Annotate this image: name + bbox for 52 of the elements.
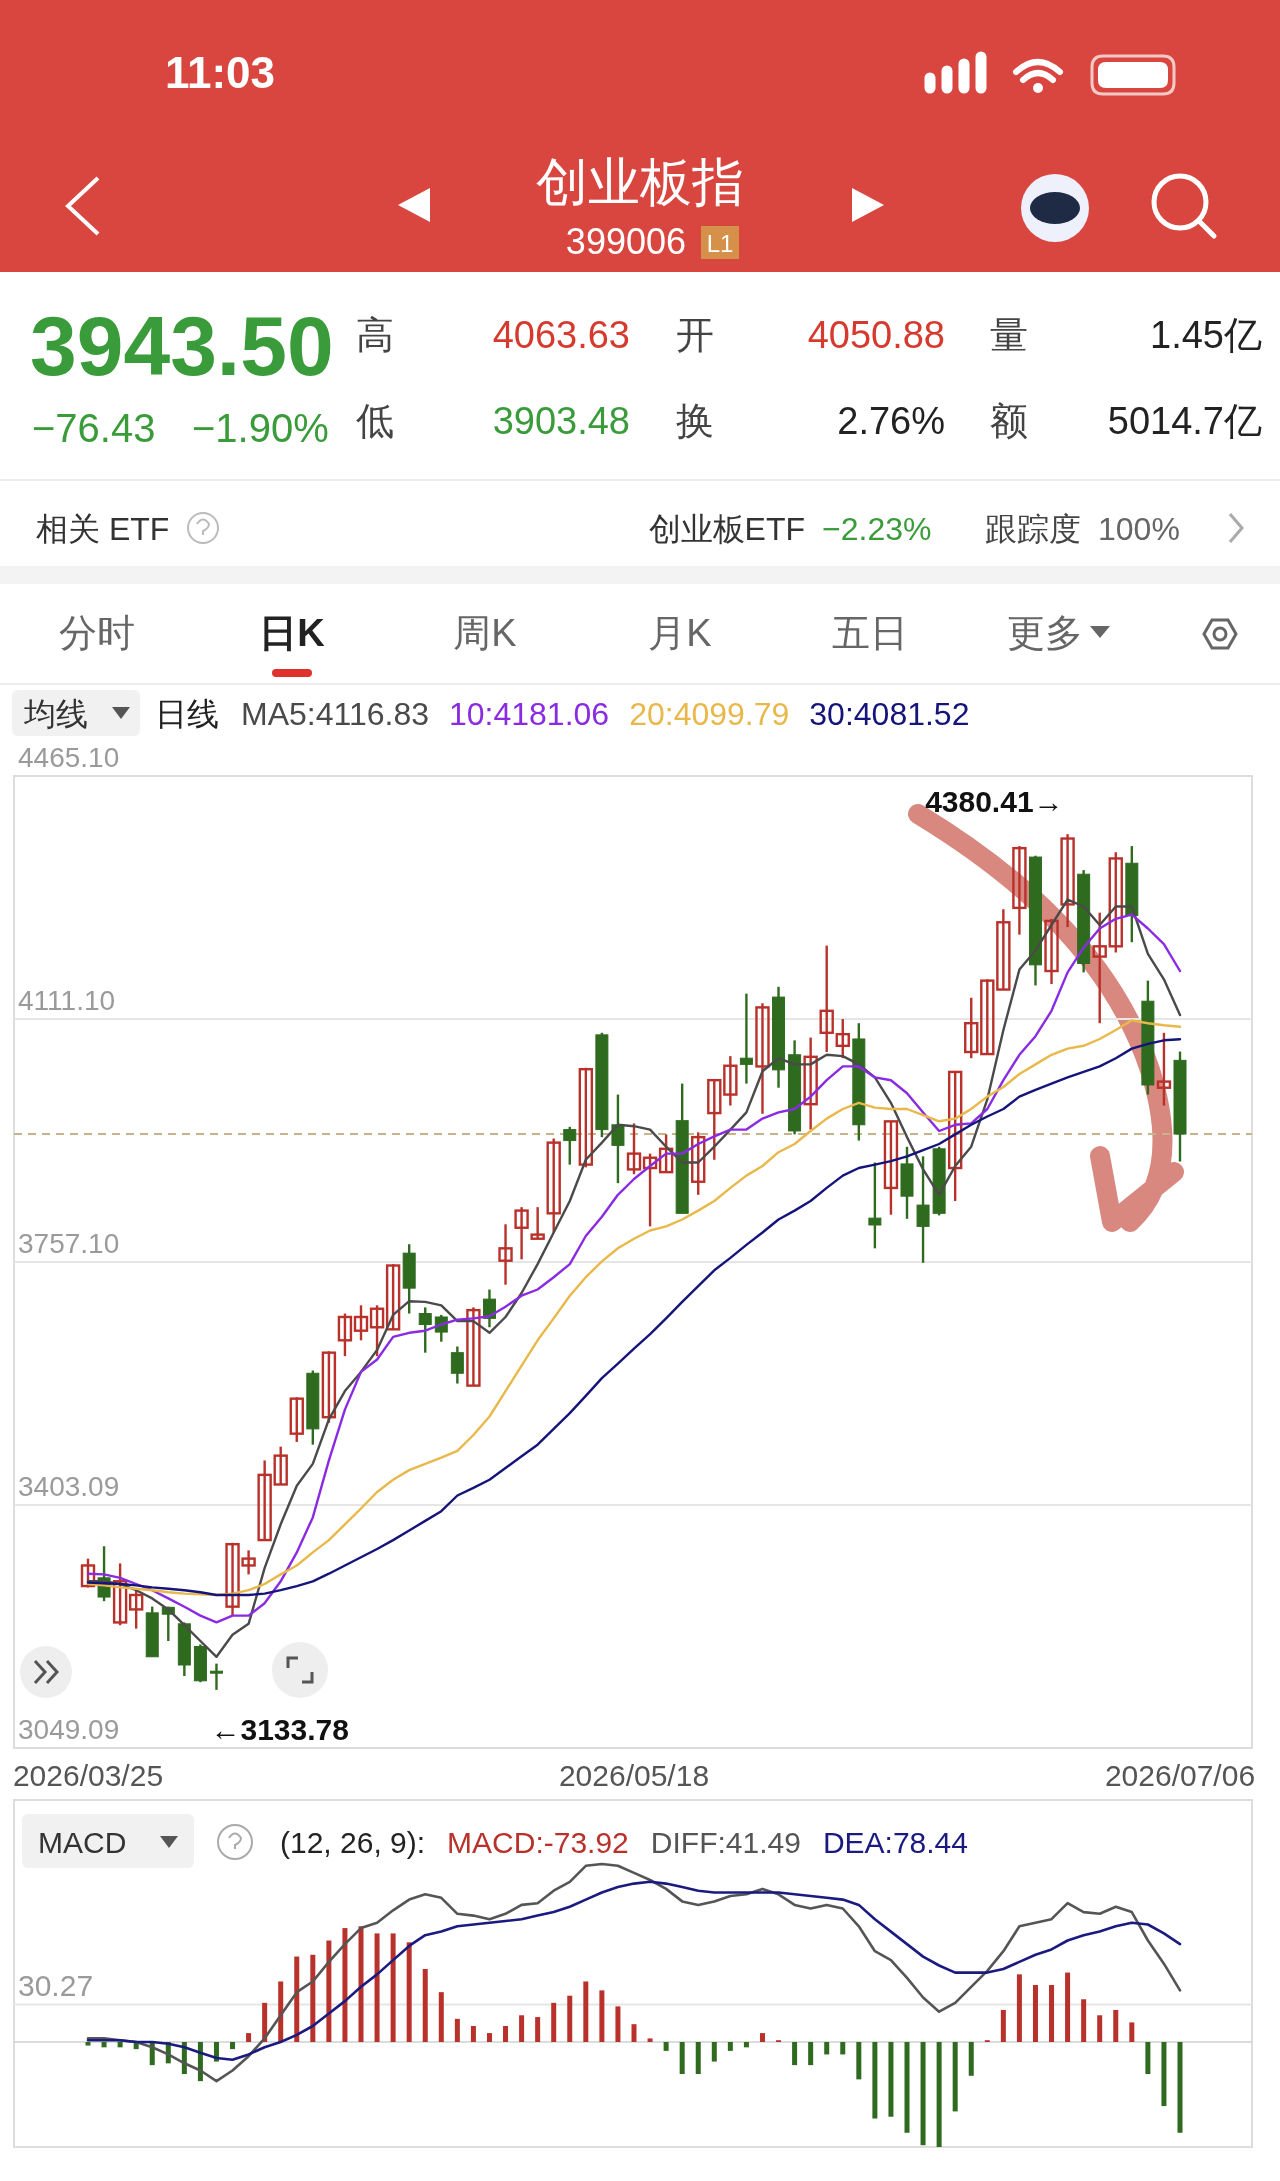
text: 5014.7亿 <box>1107 400 1262 442</box>
text: 20:4099.79 <box>629 696 790 732</box>
text: −1.90% <box>192 406 329 450</box>
legend-title: 日线 <box>155 696 219 732</box>
text: 100% <box>1098 511 1180 547</box>
text: 30:4081.52 <box>809 696 970 732</box>
text: 分时 <box>59 612 135 654</box>
x-tick-label: 2026/05/18 <box>558 1759 710 1792</box>
text: 创业板ETF <box>648 511 805 547</box>
text: 日K <box>259 612 326 654</box>
text: 4050.88 <box>807 314 945 356</box>
text: 创业板指 <box>536 153 744 211</box>
text: 低 <box>356 400 394 442</box>
text: 额 <box>990 400 1028 442</box>
text: 相关 ETF <box>36 511 170 547</box>
text: 换 <box>676 400 714 442</box>
text: −2.23% <box>822 511 932 547</box>
y-tick-label: 3049.09 <box>18 1714 120 1745</box>
y-tick-label: 3403.09 <box>18 1471 120 1502</box>
text: MA5:4116.83 <box>241 696 429 732</box>
series-label: DEA:78.44 <box>822 1826 968 1859</box>
text: 量 <box>990 314 1028 356</box>
text: L1 <box>706 230 734 257</box>
text: 月K <box>648 612 712 654</box>
text: 跟踪度 <box>985 511 1081 547</box>
text: 开 <box>676 314 714 356</box>
text: 3943.50 <box>30 299 334 393</box>
text: 399006 <box>565 221 686 262</box>
text: 3903.48 <box>492 400 630 442</box>
text: MACD:-73.92 <box>447 1826 629 1859</box>
annotation: 4380.41→ <box>925 785 1064 819</box>
text: 10:4181.06 <box>448 696 610 732</box>
text: −76.43 <box>32 406 156 450</box>
text: 1.45亿 <box>1150 314 1262 356</box>
text: 更多 <box>1007 612 1083 654</box>
y-tick-label: 3757.10 <box>18 1228 120 1259</box>
annotation: 30.27 <box>18 1968 94 2002</box>
text: 4063.63 <box>492 314 630 356</box>
text: 五日 <box>832 612 908 654</box>
text: 11:03 <box>164 48 276 97</box>
text: 周K <box>453 612 517 654</box>
text: 2.76% <box>837 400 945 442</box>
x-tick-label: 2026/03/25 <box>12 1759 164 1792</box>
text: 高 <box>356 314 394 356</box>
chart-title: 均线 <box>23 696 88 732</box>
chart-subtitle: (12, 26, 9): <box>280 1826 426 1859</box>
series-label: DIFF:41.49 <box>650 1826 801 1859</box>
y-tick-label: 4465.10 <box>18 742 120 773</box>
chart-title: MACD <box>38 1826 127 1859</box>
x-tick-label: 2026/07/06 <box>1104 1759 1256 1792</box>
annotation: ←3133.78 <box>210 1712 349 1746</box>
y-tick-label: 4111.10 <box>18 985 116 1016</box>
